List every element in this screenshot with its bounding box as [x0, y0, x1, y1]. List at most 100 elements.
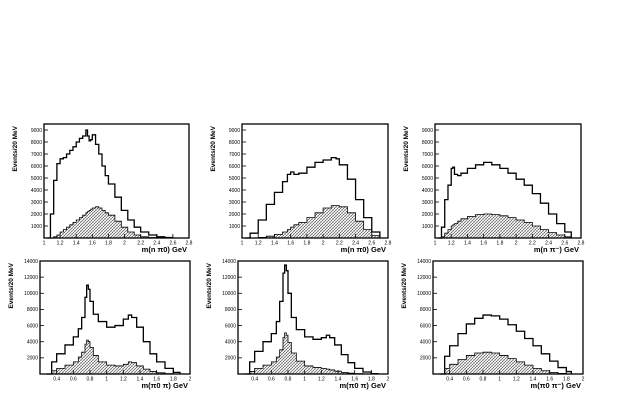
y-tick-label: 8000 [31, 140, 42, 146]
x-tick-label: 1.6 [153, 377, 160, 383]
x-tick-label: 1.2 [448, 241, 455, 247]
chart-panel-4: 2000 4000 6000 8000 10000 12000 14000 0.4 0.6 0.8… [8, 259, 192, 390]
y-tick-label: 7000 [422, 152, 433, 158]
x-tick-label: 1.4 [137, 377, 144, 383]
x-tick-label: 1.4 [271, 241, 278, 247]
x-tick-label: 1.8 [170, 377, 177, 383]
y-tick-label: 5000 [422, 176, 433, 182]
series-2-hatched-hist [47, 206, 173, 239]
x-tick-label: 0.6 [463, 377, 470, 383]
x-tick-label: 0.8 [480, 377, 487, 383]
series-2-hatched-hist [439, 351, 572, 375]
y-axis-label: Events/20 MeV [401, 262, 408, 308]
y-tick-label: 8000 [229, 140, 240, 146]
plot-frame [241, 123, 389, 239]
x-axis-label: m(π0 π) GeV [142, 381, 189, 390]
x-axis-label: m(n π0) GeV [142, 245, 187, 254]
y-tick-label: 3000 [229, 200, 240, 206]
chart-panel-6: 2000 4000 6000 8000 10000 12000 14000 0.4 0.6 0.8… [401, 259, 585, 390]
chart-panel-1: 1000 2000 3000 4000 5000 6000 7000 8000 9000 1 1.2… [12, 123, 193, 254]
x-tick-label: 2.6 [561, 241, 568, 247]
x-tick-label: 2.4 [352, 241, 359, 247]
x-tick-label: 2.6 [169, 241, 176, 247]
series-1-hist [438, 161, 572, 239]
y-tick-label: 3000 [422, 200, 433, 206]
x-tick-label: 2.6 [368, 241, 375, 247]
x-tick-label: 1.2 [318, 377, 325, 383]
x-axis-label: m(n π0) GeV [341, 245, 386, 254]
x-tick-label: 2.4 [545, 241, 552, 247]
series-2-hatched-hist [244, 332, 378, 375]
x-tick-label: 1.6 [546, 377, 553, 383]
x-tick-label: 2 [123, 241, 126, 247]
x-tick-label: 0.4 [53, 377, 60, 383]
x-tick-label: 1.2 [255, 241, 262, 247]
x-tick-label: 1.4 [464, 241, 471, 247]
series-2-hatched-hist [438, 213, 572, 239]
x-tick-label: 1.2 [513, 377, 520, 383]
x-tick-label: 1.4 [530, 377, 537, 383]
x-tick-label: 2 [582, 377, 585, 383]
y-tick-label: 6000 [420, 323, 431, 329]
x-tick-label: 2 [322, 241, 325, 247]
x-tick-label: 0.6 [268, 377, 275, 383]
y-tick-label: 2000 [31, 212, 42, 218]
y-tick-label: 4000 [422, 188, 433, 194]
series-1-hist [46, 284, 181, 375]
y-tick-label: 1000 [229, 224, 240, 230]
x-tick-label: 1.8 [368, 377, 375, 383]
series-1-hist [245, 156, 381, 239]
y-tick-label: 12000 [24, 275, 38, 281]
x-tick-label: 0.4 [446, 377, 453, 383]
plot-frame [39, 260, 191, 375]
y-tick-label: 4000 [229, 188, 240, 194]
y-tick-label: 9000 [422, 128, 433, 134]
chart-panel-5: 2000 4000 6000 8000 10000 12000 14000 0.4 0.6 0.8… [206, 259, 390, 390]
y-tick-label: 3000 [31, 200, 42, 206]
y-tick-label: 6000 [422, 164, 433, 170]
x-axis-label: m(π0 π) GeV [340, 381, 387, 390]
y-tick-label: 9000 [229, 128, 240, 134]
y-tick-label: 7000 [31, 152, 42, 158]
y-tick-label: 6000 [229, 164, 240, 170]
x-axis-label: m(π0 π⁻) GeV [531, 381, 581, 390]
x-tick-label: 1.6 [89, 241, 96, 247]
chart-panel-3: 1000 2000 3000 4000 5000 6000 7000 8000 9000 1 1.2… [403, 123, 585, 254]
y-tick-label: 8000 [420, 307, 431, 313]
x-tick-label: 1.8 [303, 241, 310, 247]
y-tick-label: 1000 [422, 224, 433, 230]
x-tick-label: 2.4 [153, 241, 160, 247]
y-axis-label: Events/20 MeV [210, 125, 217, 171]
y-tick-label: 14000 [222, 259, 236, 265]
y-tick-label: 8000 [422, 140, 433, 146]
x-tick-label: 1.6 [287, 241, 294, 247]
x-tick-label: 2 [515, 241, 518, 247]
y-axis-label: Events/20 MeV [12, 125, 19, 171]
x-tick-label: 1 [434, 241, 437, 247]
x-tick-label: 2.2 [137, 241, 144, 247]
y-tick-label: 10000 [222, 291, 236, 297]
plot-frame [434, 123, 582, 239]
y-tick-label: 2000 [420, 356, 431, 362]
x-tick-label: 1.6 [351, 377, 358, 383]
x-tick-label: 1.8 [563, 377, 570, 383]
y-tick-label: 4000 [27, 340, 38, 346]
x-tick-label: 1 [303, 377, 306, 383]
x-tick-label: 1.8 [105, 241, 112, 247]
x-axis-label: m(n π⁻) GeV [534, 245, 579, 254]
y-tick-label: 10000 [24, 291, 38, 297]
y-tick-label: 4000 [225, 340, 236, 346]
x-tick-label: 1 [241, 241, 244, 247]
y-tick-label: 6000 [225, 323, 236, 329]
y-axis-label: Events/20 MeV [403, 125, 410, 171]
x-tick-label: 1.2 [120, 377, 127, 383]
x-tick-label: 1 [498, 377, 501, 383]
y-tick-label: 8000 [27, 307, 38, 313]
y-tick-label: 2000 [225, 356, 236, 362]
y-axis-label: Events/20 MeV [206, 262, 213, 308]
y-tick-label: 4000 [31, 188, 42, 194]
y-tick-label: 1000 [31, 224, 42, 230]
y-tick-label: 2000 [27, 356, 38, 362]
x-tick-label: 2.8 [186, 241, 193, 247]
x-tick-label: 0.4 [251, 377, 258, 383]
